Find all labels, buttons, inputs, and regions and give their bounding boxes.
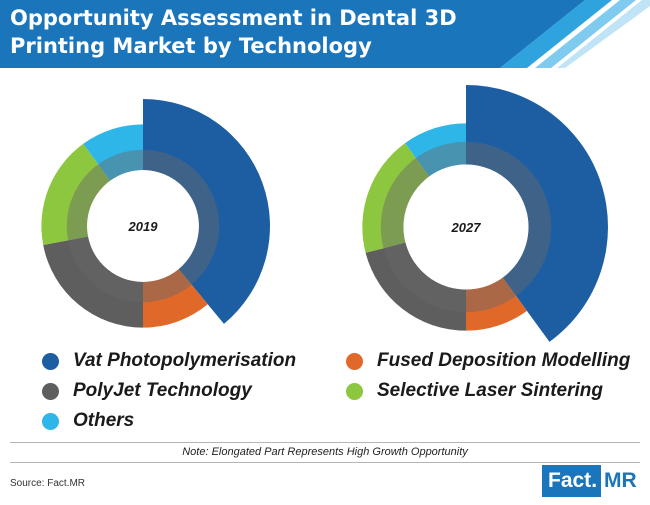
- center-label-2019: 2019: [128, 219, 159, 234]
- slice-2019-fused-deposition-modelling: [143, 269, 208, 328]
- legend-item-fused-deposition-modelling: Fused Deposition Modelling: [346, 346, 630, 376]
- factmr-logo: Fact. MR: [542, 465, 637, 497]
- slice-2019-others: [83, 124, 143, 181]
- legend-marker-polyjet-technology: [42, 382, 59, 400]
- legend-item-selective-laser-sintering: Selective Laser Sintering: [346, 376, 603, 406]
- header-stripe-3: [557, 0, 650, 68]
- header-banner-shape: [0, 0, 650, 68]
- legend-label-selective-laser-sintering: Selective Laser Sintering: [377, 380, 603, 401]
- charts-area: 2019 2027: [0, 68, 650, 343]
- donut-hole-2027: [403, 164, 529, 290]
- slice-2019-vat-photopolymerisation: [143, 99, 271, 324]
- inner-ring-2019: [66, 149, 220, 303]
- logo-dot: .: [591, 469, 598, 492]
- legend-marker-vat-photopolymerisation: [42, 352, 59, 370]
- slice-2027-others: [405, 123, 466, 177]
- slice-2019-polyjet-technology: [43, 236, 144, 328]
- page-title: Opportunity Assessment in Dental 3D Prin…: [10, 6, 457, 58]
- header-main-band: [0, 0, 585, 68]
- note-divider-bottom: [10, 462, 640, 463]
- slice-2027-vat-photopolymerisation: [466, 85, 609, 342]
- legend-item-others: Others: [42, 406, 134, 436]
- donut-charts-svg: 2019 2027: [41, 85, 609, 342]
- note-divider-top: [10, 442, 640, 443]
- legend-item-polyjet-technology: PolyJet Technology: [42, 376, 252, 406]
- legend-marker-selective-laser-sintering: [346, 382, 363, 400]
- donut-hole-2019: [87, 170, 199, 282]
- legend-label-vat-photopolymerisation: Vat Photopolymerisation: [73, 350, 297, 371]
- legend-label-polyjet-technology: PolyJet Technology: [73, 380, 252, 401]
- header-stripe-1: [500, 0, 612, 68]
- legend-label-others: Others: [73, 410, 135, 431]
- note-text: Note: Elongated Part Represents High Gro…: [182, 446, 468, 458]
- legend-marker-fused-deposition-modelling: [346, 352, 363, 370]
- slice-2027-polyjet-technology: [365, 242, 466, 331]
- legend-label-fused-deposition-modelling: Fused Deposition Modelling: [377, 350, 631, 371]
- legend: Vat Photopolymerisation Fused Deposition…: [0, 343, 650, 438]
- slice-2019-selective-laser-sintering: [41, 143, 111, 246]
- header-stripe-2: [535, 0, 636, 68]
- logo-main-text: Fact.: [542, 465, 602, 497]
- inner-ring-2027: [380, 141, 552, 313]
- slice-2027-selective-laser-sintering: [362, 143, 430, 253]
- source-text: Source: Fact.MR: [10, 478, 86, 489]
- slice-2027-fused-deposition-modelling: [466, 277, 527, 331]
- header-banner: Opportunity Assessment in Dental 3D Prin…: [0, 0, 650, 68]
- donut-chart-2027: 2027: [362, 85, 609, 342]
- donut-chart-2019: 2019: [41, 99, 271, 328]
- legend-marker-others: [42, 412, 59, 430]
- logo-fact: Fact: [548, 469, 592, 492]
- center-label-2027: 2027: [451, 220, 482, 235]
- logo-suffix: MR: [604, 469, 637, 492]
- legend-item-vat-photopolymerisation: Vat Photopolymerisation: [42, 346, 296, 376]
